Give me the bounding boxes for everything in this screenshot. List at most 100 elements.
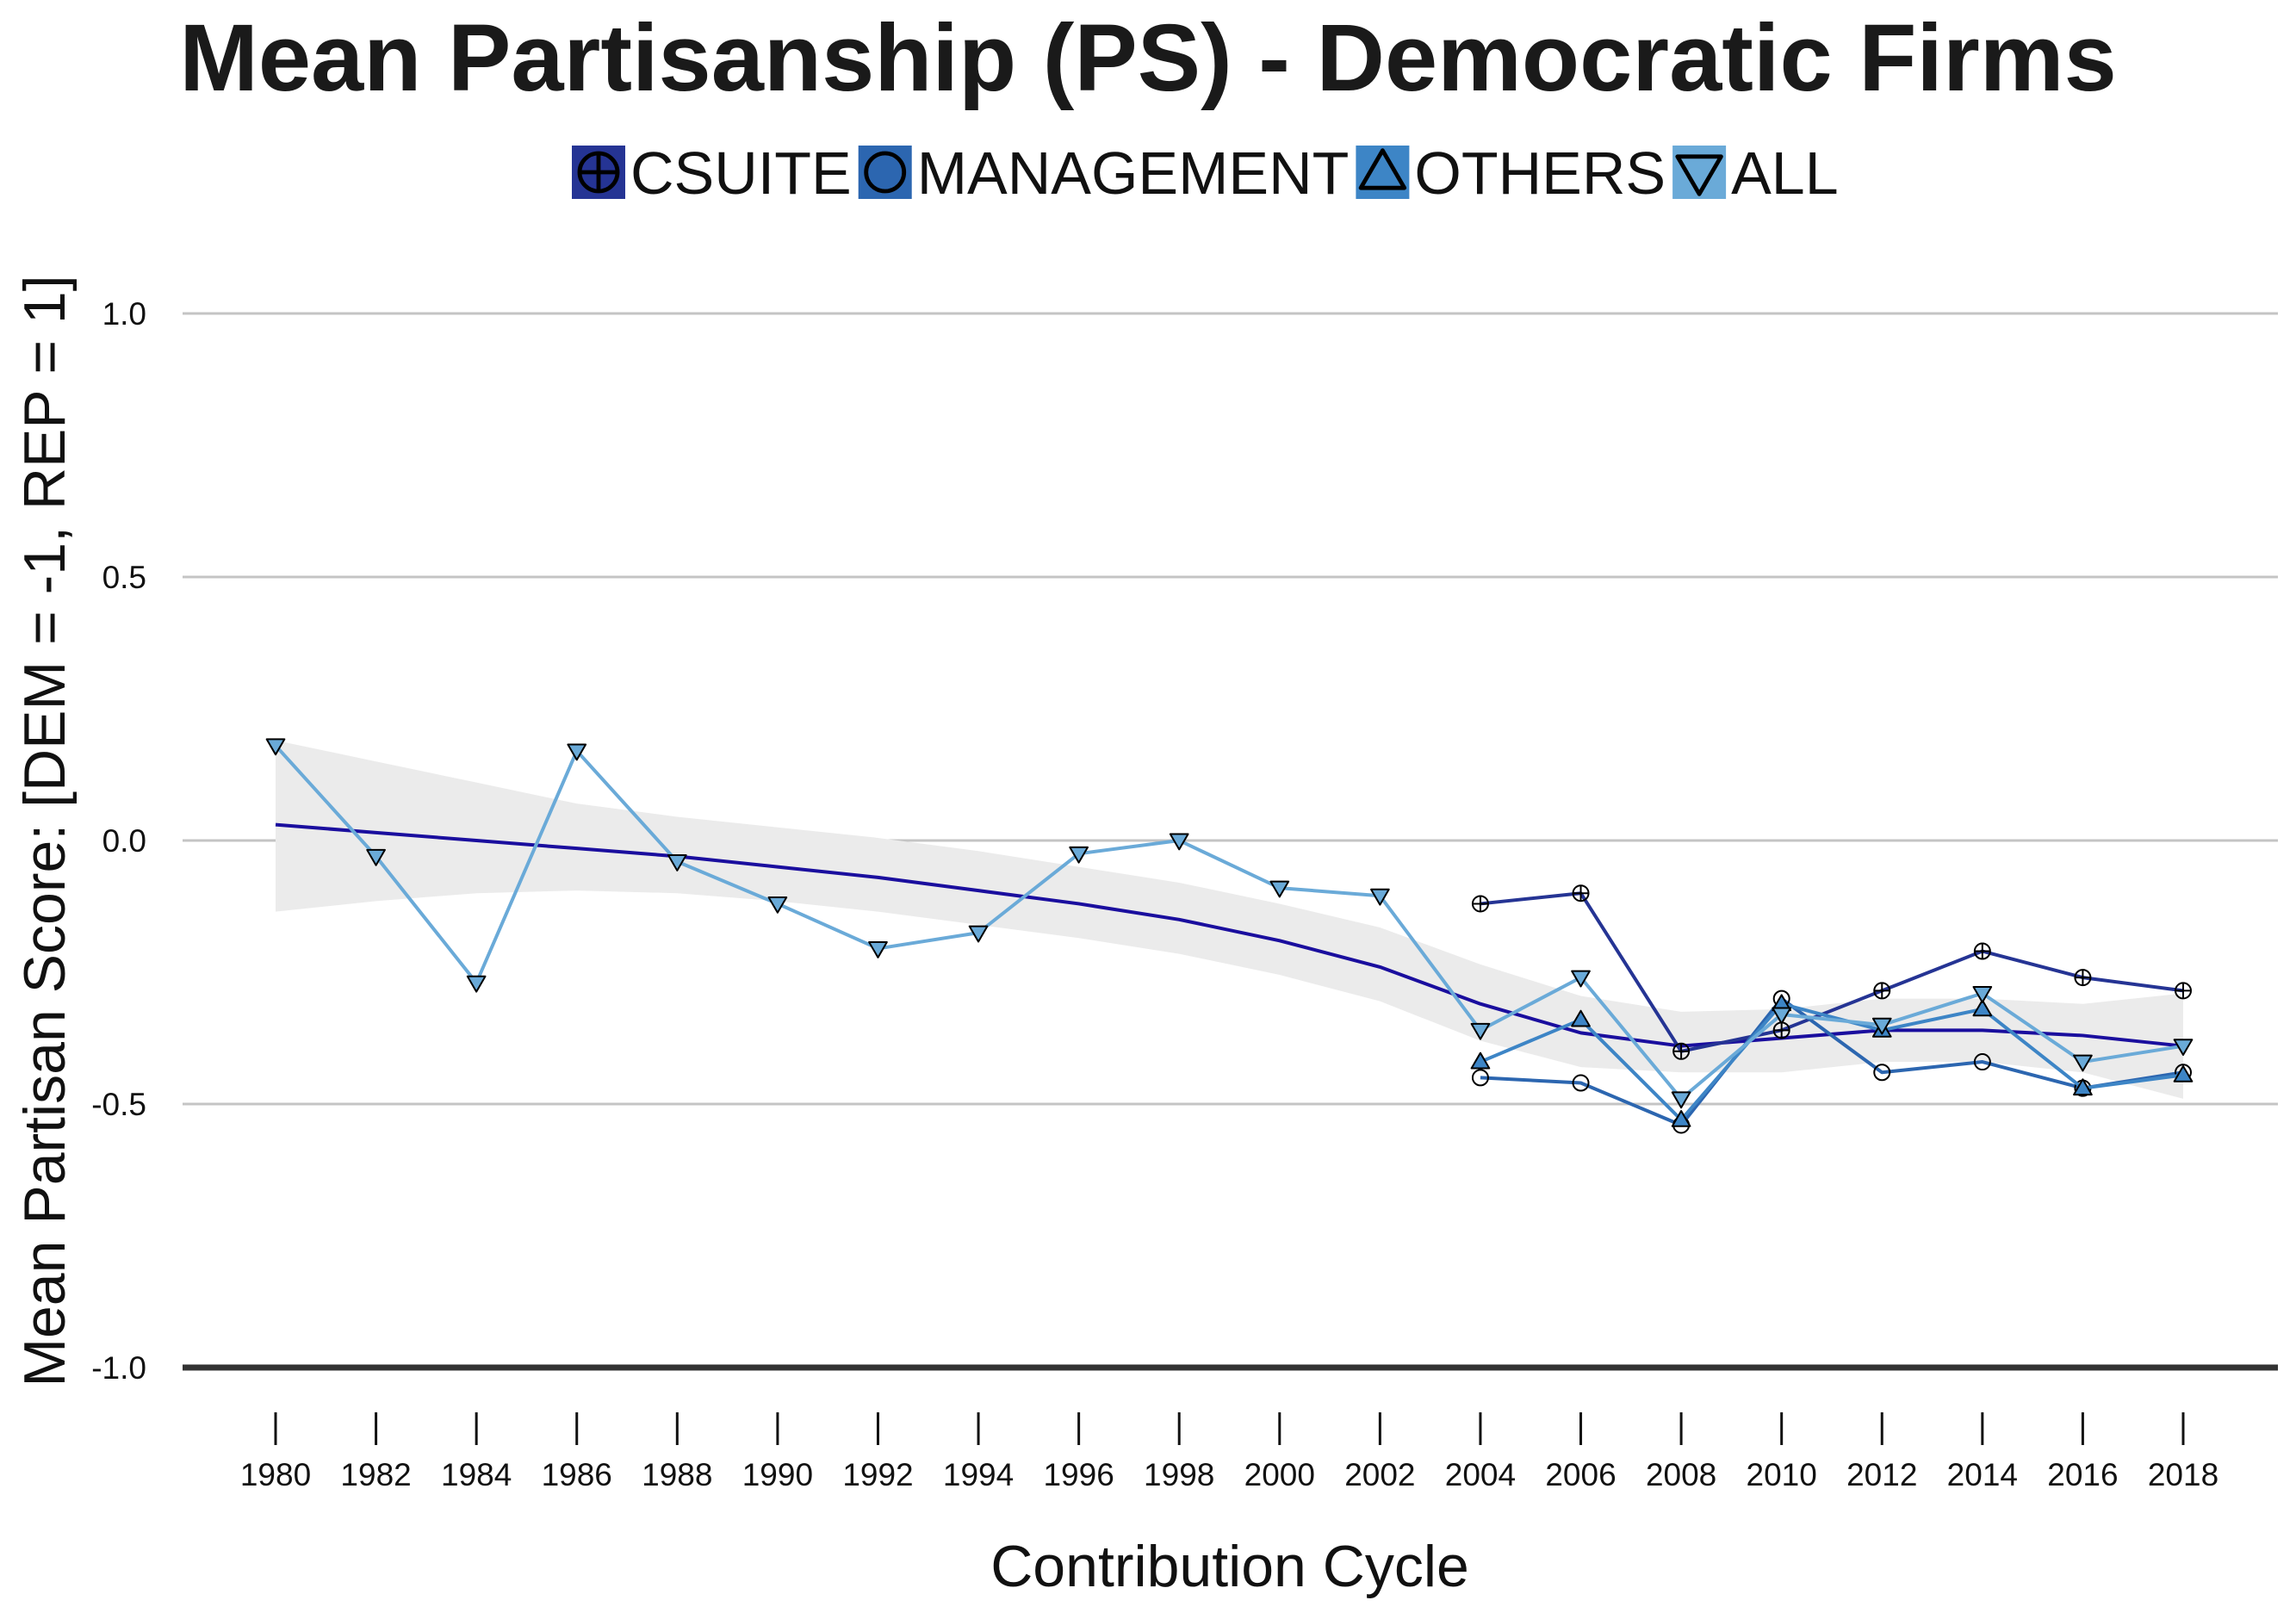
data-point-all-shape <box>567 743 587 761</box>
x-tick-label: 2004 <box>1445 1457 1516 1492</box>
data-point-management-shape <box>1572 1074 1590 1092</box>
legend-item-csuite: CSUITE <box>572 140 852 207</box>
x-tick-label: 1992 <box>842 1457 913 1492</box>
data-point-all-shape <box>466 975 487 993</box>
series-line-management <box>1480 996 2184 1127</box>
data-point-all-shape <box>1069 846 1089 864</box>
x-tick-label: 1988 <box>642 1457 712 1492</box>
trend-confidence-band <box>276 740 2183 1099</box>
x-tick-label: 2018 <box>2148 1457 2218 1492</box>
data-point-all <box>1169 833 1189 851</box>
x-tick-label: 2012 <box>1846 1457 1917 1492</box>
data-point-all-shape <box>767 896 788 914</box>
legend-label: CSUITE <box>630 140 852 207</box>
legend-item-all: ALL <box>1672 140 1839 207</box>
legend-item-management: MANAGEMENT <box>858 140 1350 207</box>
data-point-others-shape <box>1671 1110 1691 1127</box>
y-tick-label: 1.0 <box>102 296 146 332</box>
x-tick-label: 1980 <box>240 1457 311 1492</box>
data-point-all-shape <box>868 941 888 958</box>
data-point-others <box>1571 1009 1591 1027</box>
data-point-others <box>2073 1078 2093 1096</box>
data-point-management <box>1572 1074 1590 1092</box>
x-tick-label: 2008 <box>1646 1457 1716 1492</box>
data-point-all <box>1972 986 1993 1003</box>
data-point-all <box>868 941 888 958</box>
series-group <box>265 738 2194 1134</box>
legend-label: MANAGEMENT <box>917 140 1350 207</box>
data-point-csuite <box>1572 884 1590 903</box>
chart-legend: CSUITE MANAGEMENT OTHERS ALL <box>572 140 1839 207</box>
data-point-all-shape <box>1671 1091 1691 1109</box>
data-point-all-shape <box>667 854 687 872</box>
legend-label: ALL <box>1731 140 1839 207</box>
data-point-all <box>1772 1007 1792 1025</box>
legend-marker-others-shape <box>1358 148 1407 190</box>
y-tick-label: 0.5 <box>102 560 146 595</box>
x-tick-label: 1994 <box>943 1457 1014 1492</box>
trend-line <box>275 822 2184 1048</box>
x-tick-label: 1982 <box>340 1457 411 1492</box>
legend-marker-csuite <box>577 151 620 194</box>
x-tick-label: 2010 <box>1747 1457 1817 1492</box>
data-point-all <box>1671 1091 1691 1109</box>
legend-marker-management <box>864 151 907 194</box>
y-axis-ticks: 1.0 0.5 0.0 -0.5 -1.0 <box>91 296 146 1386</box>
data-point-all <box>767 896 788 914</box>
data-point-all-shape <box>1772 1007 1792 1025</box>
data-point-others <box>2173 1064 2194 1082</box>
data-point-all <box>265 738 286 756</box>
data-point-all <box>968 925 989 943</box>
data-point-csuite <box>1471 895 1489 913</box>
data-point-all-shape <box>1470 1022 1491 1040</box>
data-point-all-shape <box>366 848 386 866</box>
data-point-management-shape <box>1873 1064 1891 1082</box>
data-point-all <box>1571 970 1591 988</box>
data-point-others <box>1470 1051 1491 1070</box>
data-point-others <box>1972 999 1993 1017</box>
y-tick-label: -0.5 <box>91 1087 146 1122</box>
x-tick-label: 2006 <box>1545 1457 1616 1492</box>
data-point-all-shape <box>1972 986 1993 1003</box>
data-point-all-shape <box>1370 888 1390 906</box>
data-point-csuite <box>1973 942 1991 960</box>
chart-title: Mean Partisanship (PS) - Democratic Firm… <box>179 5 2117 111</box>
x-tick-label: 2016 <box>2047 1457 2118 1492</box>
data-point-others-shape <box>1972 999 1993 1017</box>
legend-marker-management-shape <box>864 151 907 194</box>
data-point-all-shape <box>265 738 286 756</box>
data-point-csuite <box>2175 982 2192 1000</box>
data-point-all <box>567 743 587 761</box>
data-point-all-shape <box>1571 970 1591 988</box>
legend-marker-all-shape <box>1675 154 1723 196</box>
data-point-others <box>1671 1110 1691 1127</box>
data-point-others-shape <box>1470 1051 1491 1070</box>
data-point-all <box>1069 846 1089 864</box>
legend-label: OTHERS <box>1414 140 1666 207</box>
trend-line-group <box>275 822 2184 1048</box>
trend-band-group <box>276 740 2183 1099</box>
x-tick-label: 1998 <box>1144 1457 1214 1492</box>
data-point-management <box>1873 1064 1891 1082</box>
y-axis-title: Mean Partisan Score: [DEM = -1, REP = 1] <box>12 275 78 1386</box>
data-point-all <box>1269 880 1290 898</box>
series-all <box>265 738 2194 1109</box>
y-tick-label: -1.0 <box>91 1350 146 1386</box>
data-point-management <box>1471 1069 1489 1087</box>
data-point-all <box>1470 1022 1491 1040</box>
series-line-all <box>274 744 2184 1101</box>
data-point-all <box>1871 1017 1892 1035</box>
x-tick-label: 1986 <box>542 1457 612 1492</box>
x-tick-label: 2014 <box>1947 1457 2018 1492</box>
data-point-all-shape <box>1169 833 1189 851</box>
data-point-management-shape <box>1471 1069 1489 1087</box>
x-tick-label: 2000 <box>1244 1457 1315 1492</box>
data-point-all <box>2173 1039 2194 1057</box>
y-tick-label: 0.0 <box>102 823 146 859</box>
data-point-all-shape <box>1871 1017 1892 1035</box>
data-point-all <box>1370 888 1390 906</box>
legend-marker-all <box>1675 154 1723 196</box>
series-line-csuite <box>1480 891 2184 1053</box>
